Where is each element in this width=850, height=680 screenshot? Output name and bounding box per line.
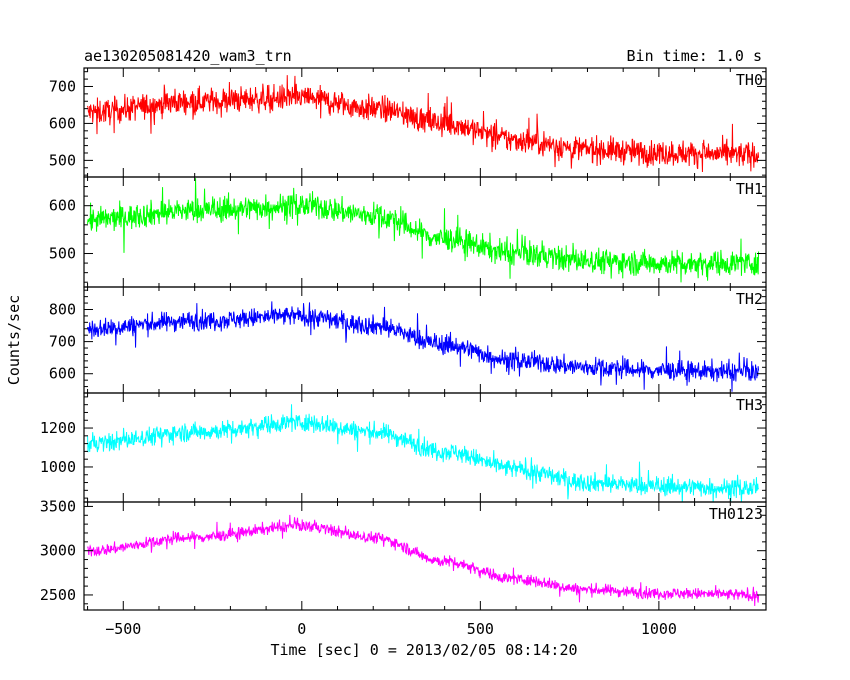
y-tick-label: 1200	[40, 419, 76, 437]
y-tick-label: 3000	[40, 542, 76, 560]
y-axis-label: Counts/sec	[5, 295, 23, 385]
panel-name-th0123: TH0123	[709, 505, 763, 523]
chart-title: ae130205081420_wam3_trn	[84, 47, 292, 65]
series-line-th0	[87, 75, 760, 173]
y-tick-label: 3500	[40, 497, 76, 515]
y-tick-label: 800	[49, 300, 76, 318]
panel-th3: 1000 1200 TH3	[40, 392, 767, 503]
x-tick-label: 1000	[641, 620, 677, 638]
y-tick-label: 500	[49, 245, 76, 263]
x-tick-label: 0	[297, 620, 306, 638]
y-tick-label: 1000	[40, 458, 76, 476]
series-line-th2	[87, 301, 760, 392]
y-tick-label: 600	[49, 114, 76, 132]
y-tick-label: 700	[49, 77, 76, 95]
panel-th2: 600 700 800 TH2	[49, 286, 767, 394]
x-axis-label: Time [sec] 0 = 2013/02/05 08:14:20	[270, 641, 577, 659]
bin-time-label: Bin time: 1.0 s	[627, 47, 762, 65]
y-tick-label: 600	[49, 365, 76, 383]
series-line-th0123	[87, 514, 760, 607]
panel-th0123: 2500 3000 3500 TH0123	[40, 497, 767, 611]
panel-name-th0: TH0	[736, 71, 763, 89]
y-tick-label: 2500	[40, 586, 76, 604]
panel-frame	[83, 176, 767, 288]
x-tick-labels: −500 0 500 1000	[105, 620, 677, 638]
panels-group: 500 600 700 TH0 500 600 TH1 600 700 800 TH2 1000 120…	[40, 67, 767, 611]
x-tick-label: −500	[105, 620, 141, 638]
panel-name-th2: TH2	[736, 290, 763, 308]
panel-name-th3: TH3	[736, 396, 763, 414]
panel-th1: 500 600 TH1	[49, 176, 767, 288]
panel-frame	[83, 501, 767, 611]
y-tick-label: 700	[49, 333, 76, 351]
y-tick-label: 500	[49, 151, 76, 169]
series-line-th3	[87, 404, 760, 502]
series-line-th1	[87, 178, 760, 283]
panel-frame	[83, 286, 767, 394]
panel-th0: 500 600 700 TH0	[49, 67, 767, 178]
panel-name-th1: TH1	[736, 180, 763, 198]
x-tick-label: 500	[467, 620, 494, 638]
y-tick-label: 600	[49, 197, 76, 215]
